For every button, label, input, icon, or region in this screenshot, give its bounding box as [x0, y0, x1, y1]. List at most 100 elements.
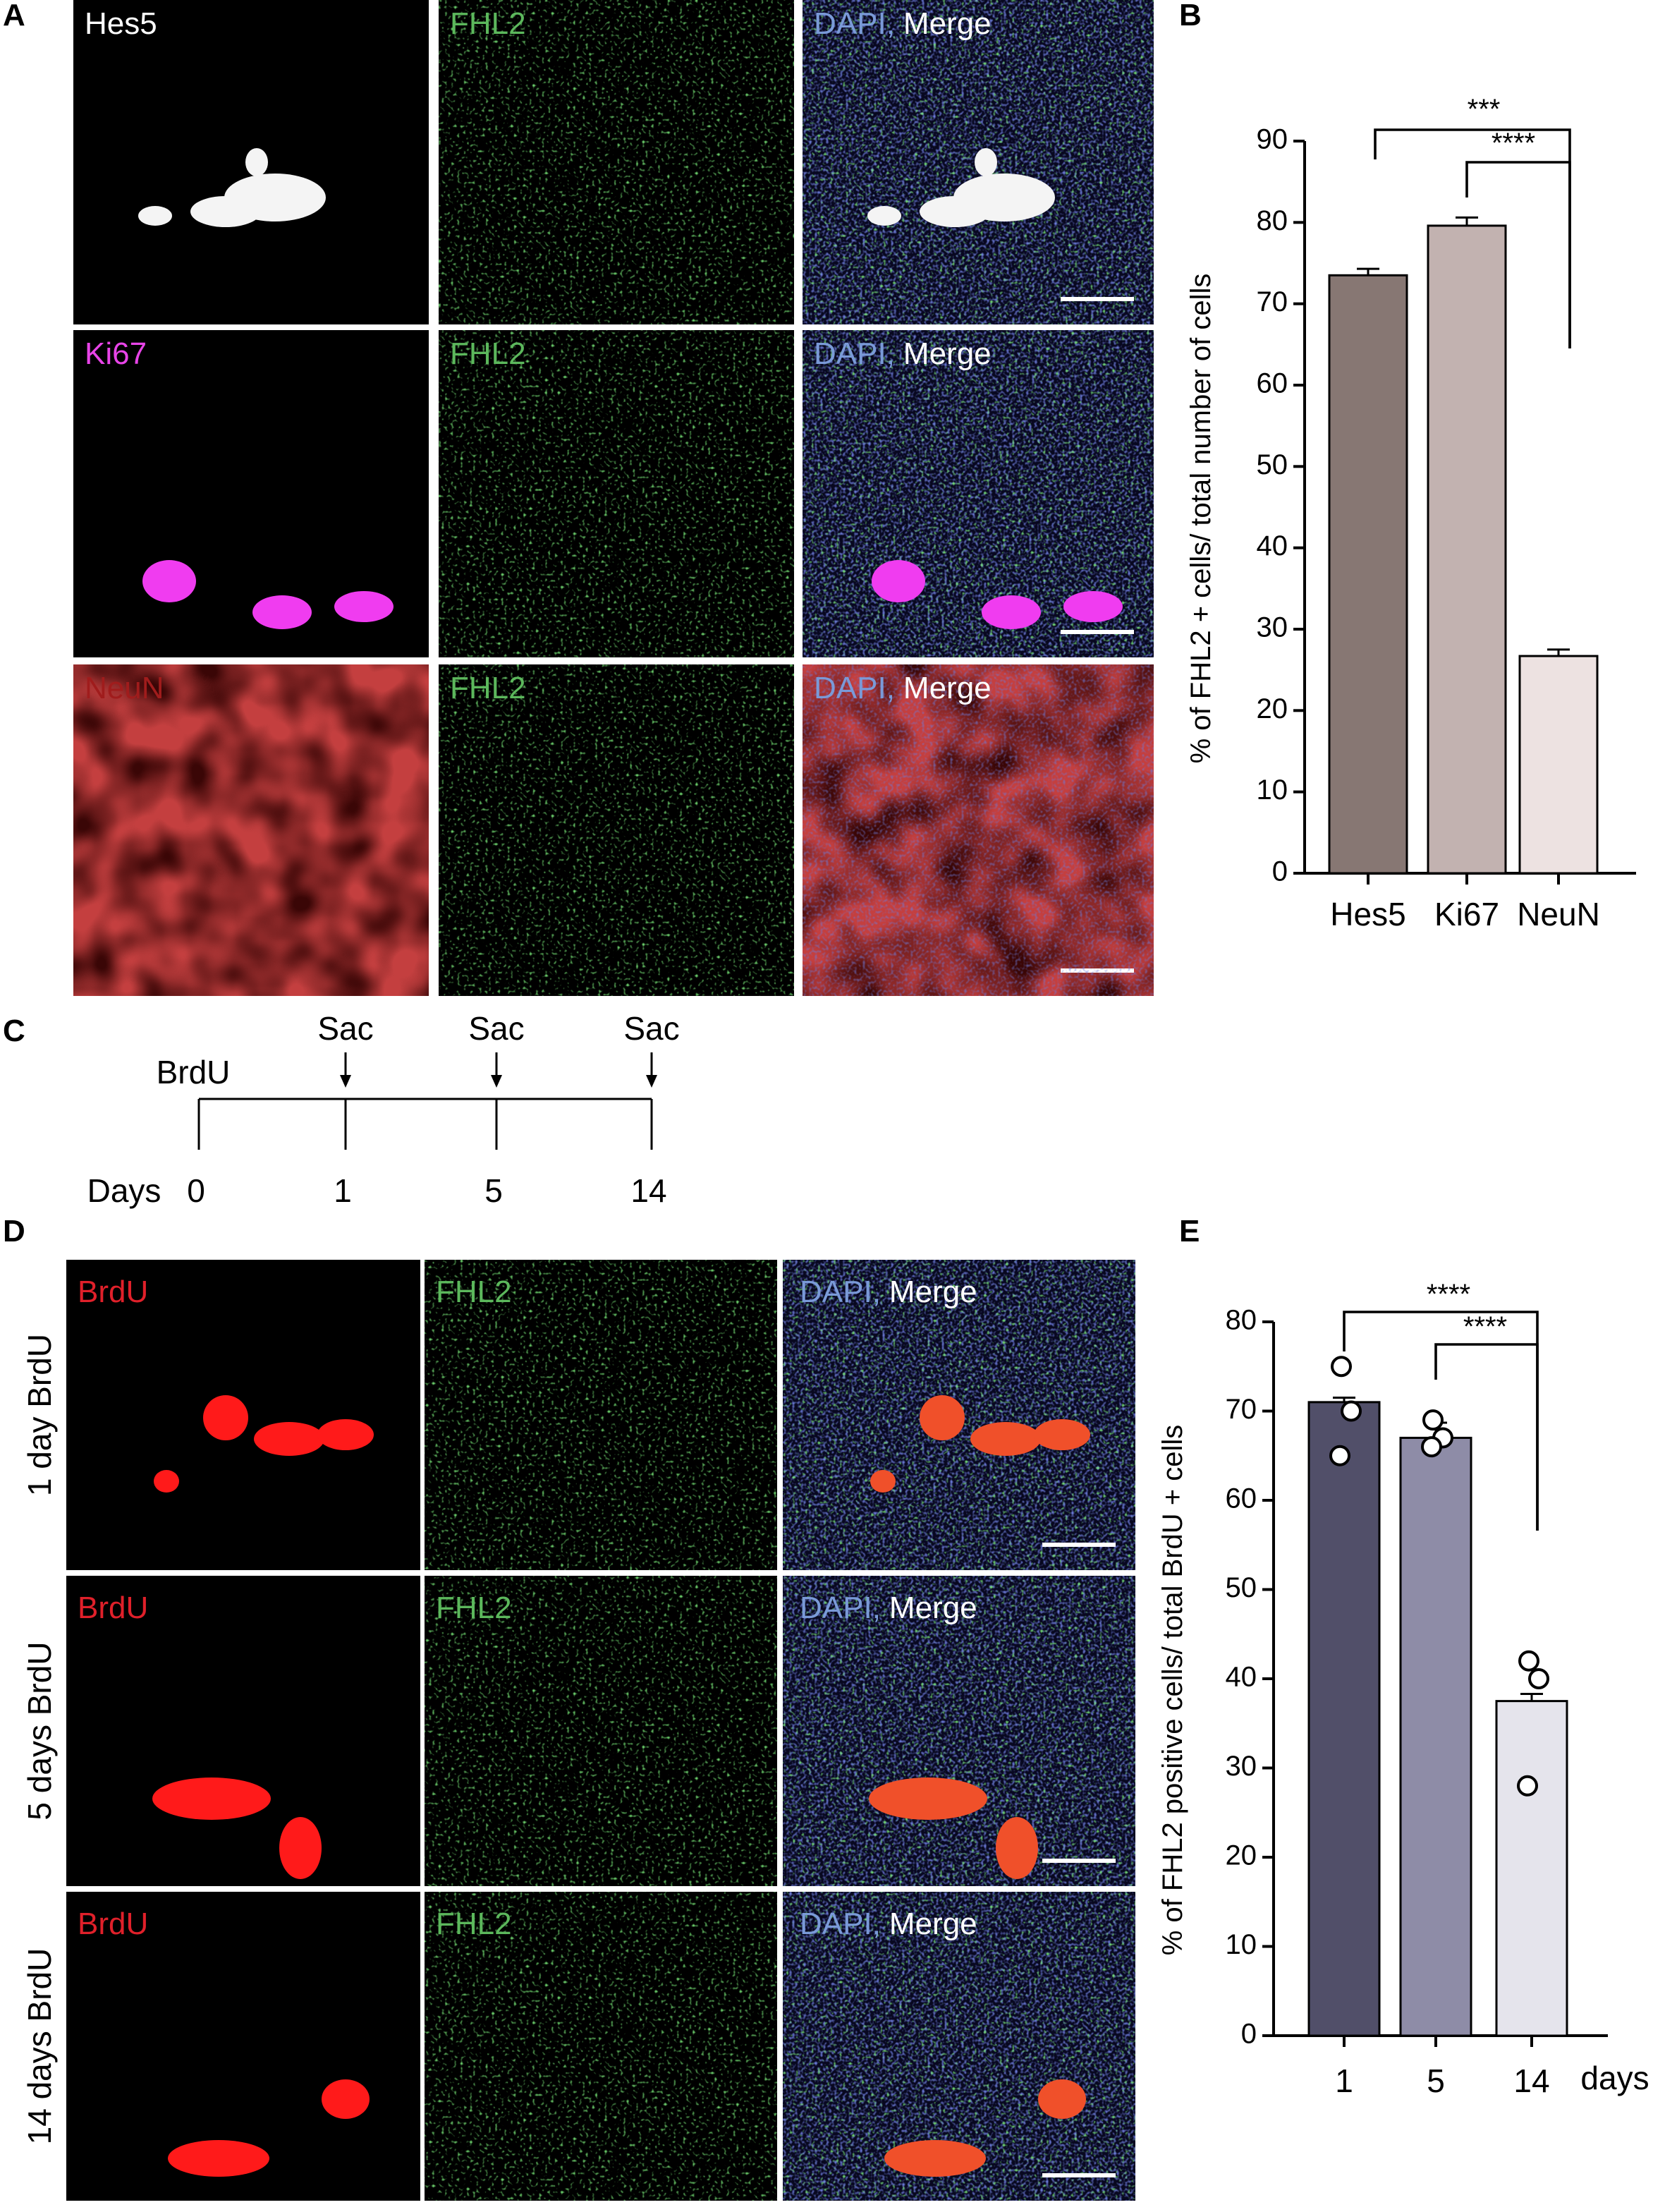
- cell: [867, 206, 901, 226]
- image-label: Ki67: [85, 336, 147, 371]
- cell: [317, 1419, 374, 1450]
- cell: [970, 1422, 1041, 1456]
- micrograph-texture: [425, 1892, 777, 2201]
- x-axis-label: days: [1580, 2060, 1649, 2096]
- image-label: Hes5: [85, 6, 157, 41]
- image-label: DAPI, Merge: [800, 1907, 977, 1941]
- data-point: [1518, 1650, 1539, 1672]
- row-label: 1 day BrdU: [21, 1334, 58, 1496]
- micrograph-texture: [439, 330, 794, 657]
- event-label: Sac: [468, 1010, 524, 1047]
- image-label: FHL2: [436, 1907, 512, 1941]
- panel-label: A: [3, 0, 25, 32]
- day-label: 5: [484, 1172, 503, 1209]
- y-axis-label: % of FHL2 + cells/ total number of cells: [1185, 274, 1216, 764]
- y-tick-label: 80: [1257, 205, 1288, 236]
- error-bar: [1456, 216, 1478, 226]
- cell: [920, 1395, 965, 1440]
- merge-label: Merge: [903, 671, 992, 705]
- cell: [869, 1778, 987, 1820]
- data-point: [1422, 1409, 1444, 1431]
- y-tick-label: 20: [1226, 1840, 1257, 1871]
- image-label: BrdU: [78, 1907, 148, 1941]
- image-label: FHL2: [450, 671, 526, 705]
- panel-label: C: [3, 1014, 25, 1048]
- x-tick-label: 14: [1513, 2062, 1549, 2099]
- error-bar: [1357, 267, 1379, 276]
- x-tick-label: NeuN: [1517, 896, 1600, 932]
- micrograph-texture: [439, 664, 794, 996]
- cell: [138, 206, 172, 226]
- day-label: 1: [334, 1172, 352, 1209]
- y-tick-label: 50: [1257, 449, 1288, 480]
- image-label: FHL2: [450, 6, 526, 41]
- image-label: DAPI, Merge: [800, 1591, 977, 1625]
- data-point: [1329, 1445, 1350, 1466]
- arrow-head: [491, 1075, 502, 1088]
- y-tick-label: 10: [1257, 774, 1288, 806]
- data-point: [1528, 1668, 1549, 1689]
- y-tick-label: 40: [1226, 1662, 1257, 1693]
- error-bar: [1547, 648, 1570, 657]
- cell: [245, 148, 268, 176]
- cell: [1034, 1419, 1090, 1450]
- y-tick-label: 0: [1241, 2019, 1257, 2050]
- merge-label: Merge: [889, 1591, 977, 1625]
- significance-bracket: [1434, 1343, 1539, 1531]
- cell: [870, 1470, 896, 1493]
- y-tick-label: 20: [1257, 693, 1288, 724]
- cell: [920, 196, 990, 227]
- dapi-label: DAPI,: [800, 1275, 881, 1309]
- y-tick-label: 60: [1226, 1483, 1257, 1514]
- image-label: DAPI, Merge: [814, 671, 992, 705]
- bar: [1518, 655, 1599, 875]
- bar: [1307, 1401, 1381, 2037]
- x-tick-label: Ki67: [1434, 896, 1499, 932]
- y-tick-label: 30: [1226, 1751, 1257, 1782]
- treatment-label: BrdU: [157, 1054, 231, 1090]
- data-point: [1331, 1356, 1352, 1378]
- x-tick-label: Hes5: [1330, 896, 1405, 932]
- day-label: 0: [187, 1172, 205, 1209]
- arrow-head: [340, 1075, 351, 1088]
- x-tick-label: 5: [1427, 2062, 1445, 2099]
- dapi-label: DAPI,: [814, 336, 895, 371]
- image-label: DAPI, Merge: [800, 1275, 977, 1309]
- micrograph-texture: [425, 1260, 777, 1570]
- micrograph-texture: [783, 1576, 1135, 1886]
- cell: [322, 2079, 370, 2119]
- cell: [1038, 2079, 1086, 2119]
- image-label: BrdU: [78, 1591, 148, 1625]
- image-label: FHL2: [436, 1591, 512, 1625]
- y-tick-label: 10: [1226, 1929, 1257, 1960]
- y-tick-label: 60: [1257, 368, 1288, 399]
- data-point: [1421, 1436, 1442, 1458]
- event-label: Sac: [623, 1010, 679, 1047]
- row-label: 14 days BrdU: [21, 1948, 58, 2145]
- dapi-label: DAPI,: [800, 1591, 881, 1625]
- error-bar: [1520, 1693, 1543, 1701]
- y-tick-label: 40: [1257, 530, 1288, 561]
- cell: [982, 595, 1041, 629]
- bar: [1328, 274, 1408, 875]
- micrograph: [66, 1576, 420, 1886]
- cell: [154, 1470, 179, 1493]
- significance-label: ***: [1468, 94, 1501, 125]
- y-tick-label: 90: [1257, 124, 1288, 155]
- arrow-head: [646, 1075, 657, 1088]
- dapi-label: DAPI,: [800, 1907, 881, 1941]
- cell: [884, 2140, 986, 2177]
- cell: [190, 196, 261, 227]
- y-tick-label: 0: [1272, 856, 1288, 887]
- bar: [1427, 224, 1507, 875]
- image-label: DAPI, Merge: [814, 6, 992, 41]
- merge-label: Merge: [889, 1275, 977, 1309]
- y-axis-label: % of FHL2 positive cells/ total BrdU + c…: [1157, 1425, 1188, 1956]
- merge-label: Merge: [903, 336, 992, 371]
- cell: [168, 2140, 269, 2177]
- micrograph-texture: [803, 664, 1154, 996]
- image-label: FHL2: [436, 1275, 512, 1309]
- panel-label: B: [1179, 0, 1202, 32]
